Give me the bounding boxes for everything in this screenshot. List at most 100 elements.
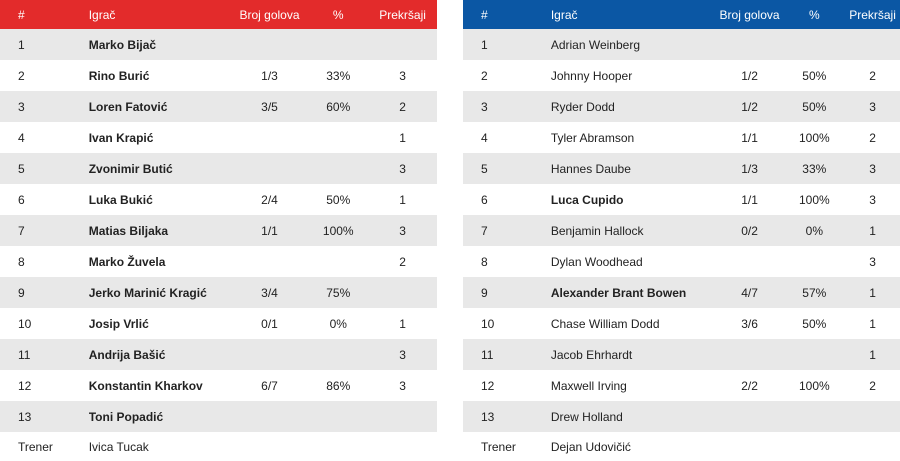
player-number: 5 [18,161,25,176]
player-goals: 3/6 [741,316,758,331]
player-name: Ryder Dodd [550,99,615,114]
player-fouls: 2 [869,378,876,393]
player-number: 1 [18,37,25,52]
home-team-stats: # Igrač Broj golova % Prekršaji 1 Marko B… [0,0,437,461]
player-goals: 6/7 [261,378,278,393]
player-percent [784,29,845,60]
player-number: 13 [18,409,32,424]
player-row: 1 Adrian Weinberg [463,29,900,60]
player-number: 5 [481,161,488,176]
coach-row: Trener Dejan Udovičić [463,432,900,461]
player-name: Hannes Daube [550,161,631,176]
player-name: Marko Žuvela [88,254,166,269]
player-goals: 2/2 [741,378,758,393]
player-goals: 1/1 [741,192,758,207]
player-number: 10 [18,316,32,331]
player-fouls [368,277,437,308]
player-name: Dylan Woodhead [550,254,643,269]
player-percent: 100% [798,378,830,393]
player-percent [308,246,368,277]
away-team-stats: # Igrač Broj golova % Prekršaji 1 Adrian … [463,0,900,461]
player-name: Matias Biljaka [88,223,169,238]
player-goals: 3/5 [261,99,278,114]
player-row: 13 Toni Popadić [0,401,437,432]
player-goals [231,339,309,370]
header-number: # [481,7,488,22]
player-row: 10 Josip Vrlić 0/1 0% 1 [0,308,437,339]
player-row: 2 Rino Burić 1/3 33% 3 [0,60,437,91]
player-fouls: 1 [399,316,406,331]
player-percent: 0% [329,316,347,331]
coach-label: Trener [481,439,516,454]
player-name: Tyler Abramson [550,130,635,145]
coach-row: Trener Ivica Tucak [0,432,437,461]
player-name: Luca Cupido [550,192,624,207]
player-name: Rino Burić [88,68,150,83]
player-name: Josip Vrlić [88,316,149,331]
player-fouls: 1 [869,223,876,238]
player-goals: 3/4 [261,285,278,300]
player-fouls: 2 [399,99,406,114]
player-name: Alexander Brant Bowen [550,285,687,300]
player-goals: 1/1 [741,130,758,145]
player-number: 12 [18,378,32,393]
away-players-list: 1 Adrian Weinberg 2 Johnny Hooper 1/2 50% 2 3 Ry… [463,29,900,461]
player-number: 6 [481,192,488,207]
player-row: 6 Luka Bukić 2/4 50% 1 [0,184,437,215]
player-number: 2 [18,68,25,83]
player-goals: 1/2 [741,99,758,114]
player-percent: 50% [326,192,351,207]
player-goals [716,339,784,370]
player-fouls: 3 [869,99,876,114]
player-goals: 0/2 [741,223,758,238]
player-percent: 100% [322,223,354,238]
player-number: 9 [481,285,488,300]
header-player: Igrač [550,7,578,22]
player-number: 13 [481,409,495,424]
player-percent: 33% [802,161,827,176]
header-goals: Broj golova [719,7,780,22]
player-name: Luka Bukić [88,192,153,207]
player-row: 5 Zvonimir Butić 3 [0,153,437,184]
player-percent: 100% [798,130,830,145]
player-percent: 86% [326,378,351,393]
player-number: 2 [481,68,488,83]
player-goals [231,122,309,153]
player-fouls [845,401,900,432]
player-number: 8 [18,254,25,269]
player-percent: 50% [802,316,827,331]
player-name: Andrija Bašić [88,347,166,362]
player-row: 3 Loren Fatović 3/5 60% 2 [0,91,437,122]
player-fouls: 3 [869,161,876,176]
coach-label: Trener [18,439,53,454]
player-row: 10 Chase William Dodd 3/6 50% 1 [463,308,900,339]
player-row: 3 Ryder Dodd 1/2 50% 3 [463,91,900,122]
player-row: 8 Dylan Woodhead 3 [463,246,900,277]
player-row: 9 Jerko Marinić Kragić 3/4 75% [0,277,437,308]
player-name: Toni Popadić [88,409,164,424]
player-name: Marko Bijač [88,37,157,52]
player-percent: 100% [798,192,830,207]
player-number: 12 [481,378,495,393]
player-name: Benjamin Hallock [550,223,644,238]
player-fouls: 3 [869,254,876,269]
player-fouls: 3 [399,223,406,238]
player-row: 2 Johnny Hooper 1/2 50% 2 [463,60,900,91]
player-goals [716,401,784,432]
player-number: 4 [18,130,25,145]
player-fouls: 2 [869,68,876,83]
player-fouls [368,401,437,432]
player-percent [784,246,845,277]
player-row: 11 Jacob Ehrhardt 1 [463,339,900,370]
header-fouls: Prekršaji [379,7,426,22]
home-players-list: 1 Marko Bijač 2 Rino Burić 1/3 33% 3 3 Loren Fat… [0,29,437,461]
header-goals: Broj golova [239,7,300,22]
player-number: 10 [481,316,495,331]
player-row: 12 Maxwell Irving 2/2 100% 2 [463,370,900,401]
player-goals [716,246,784,277]
player-percent: 0% [805,223,823,238]
player-number: 1 [481,37,488,52]
player-fouls: 1 [869,347,876,362]
player-row: 9 Alexander Brant Bowen 4/7 57% 1 [463,277,900,308]
